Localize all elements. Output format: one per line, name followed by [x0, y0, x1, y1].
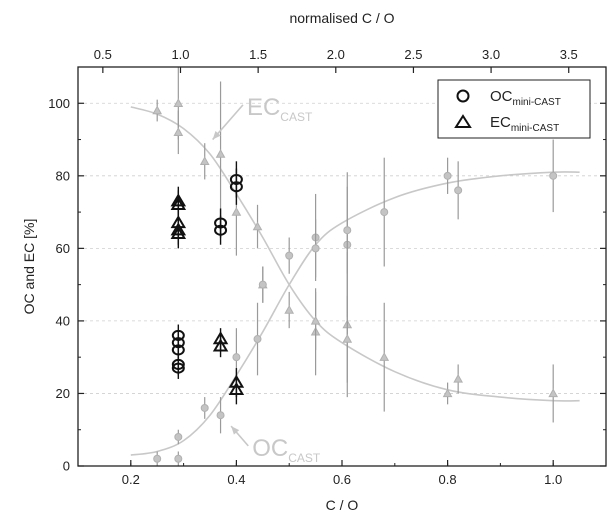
ec-mini-cast-point: [212, 338, 229, 352]
fit-curves: [130, 106, 580, 456]
x-tick-label: 0.4: [227, 472, 245, 487]
oc-cast-point: [216, 411, 225, 420]
callout-main: OC: [252, 435, 288, 462]
oc-cast-point: [258, 280, 267, 289]
annotation-arrowhead: [212, 130, 221, 140]
ec-cast-point: [284, 304, 295, 314]
ec-cast-point: [379, 352, 390, 361]
x-tick-label: 1.0: [544, 472, 562, 487]
oc-cast-point: [153, 454, 162, 463]
y-axis-label: OC and EC [%]: [21, 219, 37, 315]
ec-cast-point: [442, 388, 453, 398]
top-tick-label: 3.0: [482, 47, 500, 62]
ec-mini-cast-point: [228, 381, 245, 396]
ec-cast-point: [231, 207, 242, 216]
oc-cast-point: [253, 335, 262, 344]
cast-markers: [152, 67, 559, 466]
top-tick-label: 3.5: [560, 47, 578, 62]
y-tick-label: 100: [48, 96, 70, 111]
ec-cast-point: [453, 373, 464, 383]
top-tick-label: 1.5: [249, 47, 267, 62]
oc-cast-point: [343, 226, 352, 235]
fit-curve: [130, 106, 580, 402]
legend-ec-label: ECmini-CAST: [490, 114, 559, 134]
legend-oc-label: OCmini-CAST: [490, 88, 561, 108]
oc-cast-point: [285, 251, 294, 260]
x-tick-label: 0.8: [439, 472, 457, 487]
oc-cast-point: [443, 171, 452, 180]
oc-cast-point: [311, 244, 320, 253]
legend: OCmini-CAST ECmini-CAST: [437, 79, 591, 139]
oc-cast-point: [454, 186, 463, 195]
legend-ec-sub: mini-CAST: [511, 123, 559, 134]
top-tick-label: 0.5: [94, 47, 112, 62]
ec-cast-point: [173, 127, 184, 136]
oc-mini-cast-point: [171, 362, 185, 374]
oc-cast-point: [200, 403, 209, 412]
x-tick-label: 0.6: [333, 472, 351, 487]
x-tick-label: 0.2: [122, 472, 140, 487]
ec-mini-cast-point: [170, 225, 187, 240]
top-tick-label: 2.0: [327, 47, 345, 62]
axis-ticks: 0.2 0.4 0.6 0.8 1.0 0 20 40 60 80 100 0.5 1.0 1.5 2.0 2…: [48, 47, 607, 487]
legend-triangle-marker: [454, 114, 472, 128]
legend-oc-main: OC: [490, 88, 513, 105]
gridlines: [78, 102, 606, 467]
top-tick-label: 2.5: [404, 47, 422, 62]
legend-ec-main: EC: [490, 114, 511, 131]
oc-cast-point: [549, 171, 558, 180]
ec-cast-point: [342, 334, 353, 343]
mini-cast-markers: [170, 161, 245, 405]
x-axis-label: C / O: [326, 497, 359, 513]
annotation-arrowhead: [231, 426, 240, 435]
legend-oc-sub: mini-CAST: [513, 97, 561, 108]
callout-sub: CAST: [280, 110, 313, 124]
y-tick-label: 20: [56, 386, 70, 401]
ec-cast-point: [215, 149, 226, 158]
oc-cast-point: [232, 353, 241, 362]
ec-cast-callout: ECCAST: [247, 94, 313, 124]
oc-cast-callout: OCCAST: [252, 435, 321, 465]
y-tick-label: 60: [56, 241, 70, 256]
ec-cast-point: [252, 221, 263, 231]
ec-cast-point: [548, 388, 559, 398]
y-tick-label: 0: [63, 459, 70, 474]
oc-mini-cast-point: [229, 181, 243, 193]
fit-curve: [130, 171, 580, 456]
ec-cast-point: [173, 98, 184, 107]
top-tick-label: 1.0: [171, 47, 189, 62]
ec-cast-point: [310, 315, 321, 325]
oc-cast-point: [174, 454, 183, 463]
oc-cast-point: [174, 432, 183, 441]
oc-mini-cast-point: [214, 224, 228, 236]
ec-cast-point: [199, 156, 210, 166]
legend-circle-marker: [456, 89, 470, 103]
callout-sub: CAST: [288, 451, 321, 465]
oc-cast-point: [380, 208, 389, 217]
y-tick-label: 80: [56, 168, 70, 183]
callout-main: EC: [247, 94, 280, 121]
top-axis-label: normalised C / O: [289, 10, 394, 26]
y-tick-label: 40: [56, 313, 70, 328]
ec-cast-point: [152, 105, 163, 115]
